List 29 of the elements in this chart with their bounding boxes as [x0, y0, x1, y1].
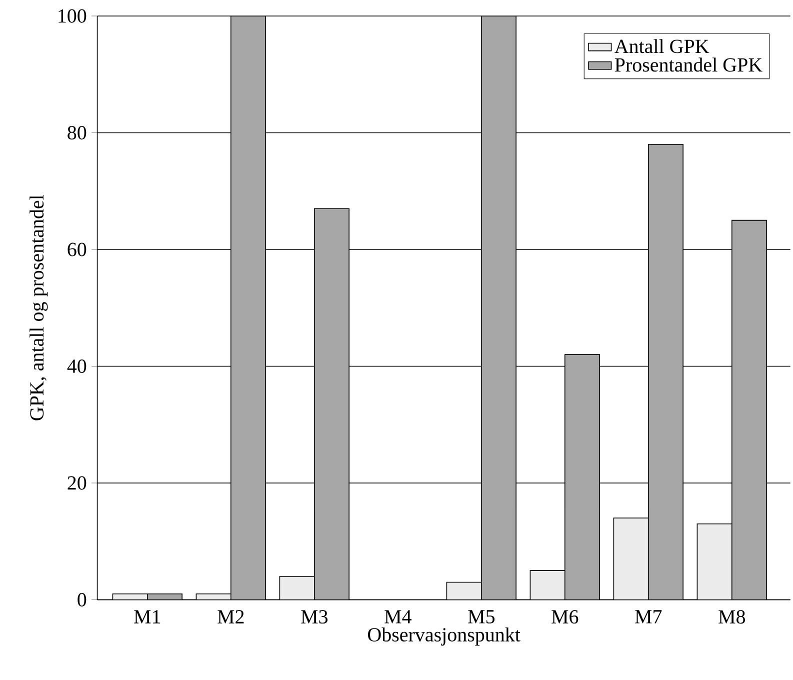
x-tick-label: M1	[134, 610, 160, 624]
bar	[279, 576, 315, 600]
x-tick-label: M4	[384, 610, 412, 624]
legend-label: Prosentandel GPK	[614, 58, 762, 72]
x-tick-label: M6	[552, 610, 578, 624]
x-tick-label: M2	[218, 610, 244, 624]
bar	[530, 570, 566, 600]
bar	[480, 16, 516, 600]
bar	[564, 354, 600, 600]
bar	[731, 220, 767, 600]
legend-label: Antall GPK	[614, 39, 710, 54]
bar	[314, 208, 350, 600]
y-tick-label: 80	[68, 126, 86, 140]
bar	[446, 582, 482, 600]
y-axis-title: GPK, antall og prosentandel	[30, 195, 48, 420]
y-tick-label: 100	[58, 9, 86, 23]
bar	[648, 144, 684, 600]
x-tick-label: M5	[468, 610, 494, 624]
x-tick-label: M3	[301, 610, 328, 624]
y-tick-label: 60	[68, 242, 86, 256]
x-tick-label: M8	[718, 610, 746, 624]
bar	[230, 16, 266, 600]
y-tick-label: 0	[78, 593, 86, 607]
x-axis-title: Observasjonspunkt	[368, 628, 520, 646]
bar	[613, 518, 649, 600]
y-tick-label: 40	[67, 360, 86, 374]
bar	[696, 524, 732, 600]
y-tick-label: 20	[68, 476, 86, 490]
x-tick-label: M7	[635, 610, 662, 624]
